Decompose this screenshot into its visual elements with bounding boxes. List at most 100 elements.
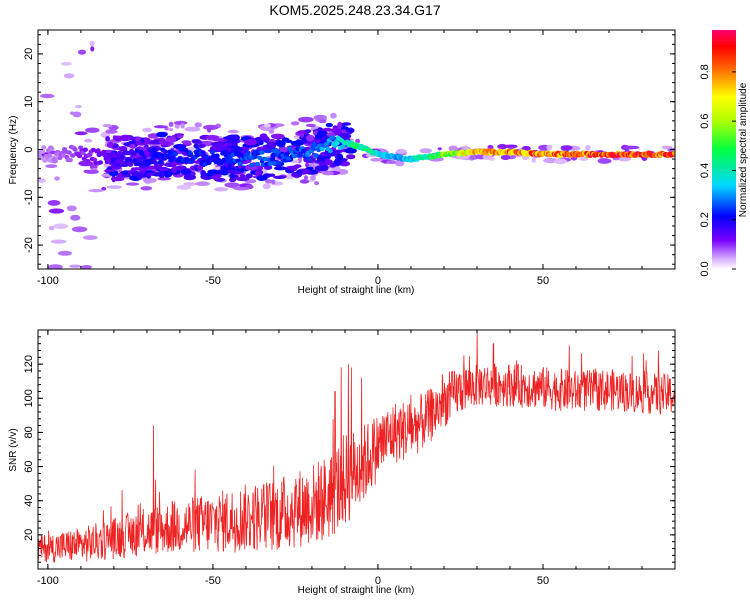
spectrogram-noise-blob — [386, 160, 397, 165]
spectrogram-cluster-blob — [156, 131, 168, 138]
spectrogram-ridge-cell — [671, 150, 675, 156]
spectrogram-cluster-blob — [333, 150, 341, 154]
spectrogram-cluster-blob — [344, 147, 357, 154]
spectrogram-cluster-blob — [196, 165, 203, 170]
spectrogram-cluster-blob — [183, 174, 196, 181]
spectrogram-ridge-cell — [152, 160, 158, 165]
spectrogram-noise-blob — [102, 124, 113, 128]
spectrogram-ridge-cell — [40, 149, 46, 154]
spectrogram-noise-blob — [395, 160, 405, 167]
spectrogram-noise-blob — [234, 186, 250, 191]
spectrogram-noise-blob — [500, 154, 511, 161]
spectrogram-ridge-cell — [135, 161, 142, 167]
spectrogram-ridge-cell — [102, 153, 108, 158]
spectrogram-ridge-cell — [237, 161, 243, 166]
spectrogram-noise-blob — [310, 175, 316, 181]
colorbar-tick-label: 0.8 — [699, 64, 711, 79]
spectrogram-ridge-cell — [306, 157, 313, 162]
spectrogram-cluster-blob — [284, 139, 293, 143]
spectrogram-cluster-blob — [321, 164, 329, 171]
snr-ticks: -100 -50 0 50 20 40 60 80 100 120 — [23, 329, 676, 587]
spectrogram-ridge-cell — [214, 153, 220, 158]
spectrogram-cluster-blob — [322, 127, 333, 132]
spectrogram-cluster-blob — [304, 129, 312, 134]
spectrogram-noise-blob — [77, 49, 87, 55]
spectrogram-cluster-blob — [200, 170, 207, 177]
spectrogram-cluster-blob — [226, 142, 233, 147]
spectrogram-ridge-cell — [52, 159, 58, 164]
spectrogram-noise-blob — [482, 154, 492, 160]
spectrogram-cluster-blob — [299, 138, 308, 144]
spectrogram-cluster-blob — [129, 143, 136, 149]
spectrogram-ridge-cell — [224, 156, 230, 161]
spectrogram-cluster-blob — [131, 167, 145, 171]
spectrogram-cluster-blob — [205, 172, 213, 177]
spectrogram-cluster-blob — [236, 176, 250, 182]
spectrogram-noise-blob — [157, 177, 172, 181]
spectrogram-xtick-label: -50 — [205, 275, 221, 287]
snr-panel: -100 -50 0 50 20 40 60 80 100 120 Height of strai… — [8, 329, 676, 596]
spectrogram-ridge-cell — [178, 146, 184, 152]
spectrogram-ridge-cell — [170, 155, 176, 160]
spectrogram-ridge-cell — [209, 150, 215, 155]
spectrogram-noise-blob — [207, 127, 212, 133]
spectrogram-cluster-blob — [261, 135, 270, 142]
spectrogram-ridge-cell — [85, 158, 91, 164]
spectrogram-ridge-cell — [187, 151, 194, 156]
spectrogram-noise-blob — [74, 131, 88, 136]
spectrogram-ridge-cell — [167, 150, 173, 155]
spectrogram-noise-blob — [224, 182, 240, 188]
spectrogram-ridge-cell — [272, 161, 278, 166]
spectrogram-noise-blob — [47, 200, 61, 206]
spectrogram-cluster-blob — [244, 138, 258, 146]
spectrogram-ridge-cell — [269, 156, 276, 161]
spectrogram-noise-blob — [82, 235, 98, 240]
colorbar: 0.0 0.2 0.4 0.6 0.8 Normalized spectral ampl… — [699, 30, 749, 277]
spectrogram-noise-blob — [305, 123, 316, 128]
spectrogram-cluster-blob — [225, 134, 239, 142]
spectrogram-noise-blob — [290, 121, 300, 126]
spectrogram-noise-blob — [53, 223, 69, 229]
spectrogram-noise-blob — [318, 119, 327, 124]
spectrogram-cluster-blob — [305, 162, 310, 168]
spectrogram-noise-blob — [85, 127, 100, 133]
spectrogram-noise-blob — [105, 129, 118, 134]
spectrogram-ridge-cell — [162, 149, 168, 154]
snr-xtick-label: -100 — [37, 575, 59, 587]
spectrogram-cluster-blob — [296, 169, 302, 174]
spectrogram-noise-blob — [47, 264, 63, 269]
spectrogram-noise-blob — [623, 145, 640, 150]
spectrogram-cluster-blob — [119, 146, 128, 152]
spectrogram-cluster-blob — [180, 168, 192, 176]
spectrogram-cluster-blob — [120, 174, 131, 178]
spectrogram-ridge-cell — [72, 147, 78, 152]
spectrogram-ridge-cell — [249, 162, 255, 168]
spectrogram-ridge-cell — [319, 146, 325, 152]
spectrogram-ridge-cell — [125, 159, 131, 164]
spectrogram-noise-blob — [75, 105, 82, 109]
spectrogram-cluster-blob — [273, 175, 287, 179]
spectrogram-ridge-cell — [117, 150, 123, 155]
colorbar-ticks: 0.0 0.2 0.4 0.6 0.8 — [699, 64, 736, 277]
spectrogram-cluster-blob — [286, 165, 299, 170]
spectrogram-noise-blob — [63, 73, 75, 79]
spectrogram-noise-blob — [106, 185, 123, 189]
spectrogram-ridge-cell — [324, 141, 330, 147]
spectrogram-noise-blob — [313, 114, 328, 121]
spectrogram-cluster-blob — [138, 173, 149, 178]
spectrogram-cluster-blob — [104, 169, 116, 173]
snr-ytick-label: 60 — [23, 460, 35, 472]
spectrogram-noise-blob — [50, 239, 67, 244]
spectrogram-noise-blob — [314, 181, 320, 186]
spectrogram-noise-blob — [45, 164, 58, 169]
spectrogram-cluster-blob — [171, 167, 178, 174]
spectrogram-noise-blob — [69, 264, 82, 268]
spectrogram-ridge-cell — [49, 146, 55, 151]
spectrogram-cluster-blob — [237, 164, 243, 169]
spectrogram-cluster-blob — [236, 168, 250, 172]
spectrogram-ridge-cell — [257, 155, 263, 160]
spectrogram-cluster-blob — [337, 121, 343, 129]
spectrogram-cluster-blob — [256, 175, 268, 182]
spectrogram-ridge-cell — [139, 151, 145, 157]
